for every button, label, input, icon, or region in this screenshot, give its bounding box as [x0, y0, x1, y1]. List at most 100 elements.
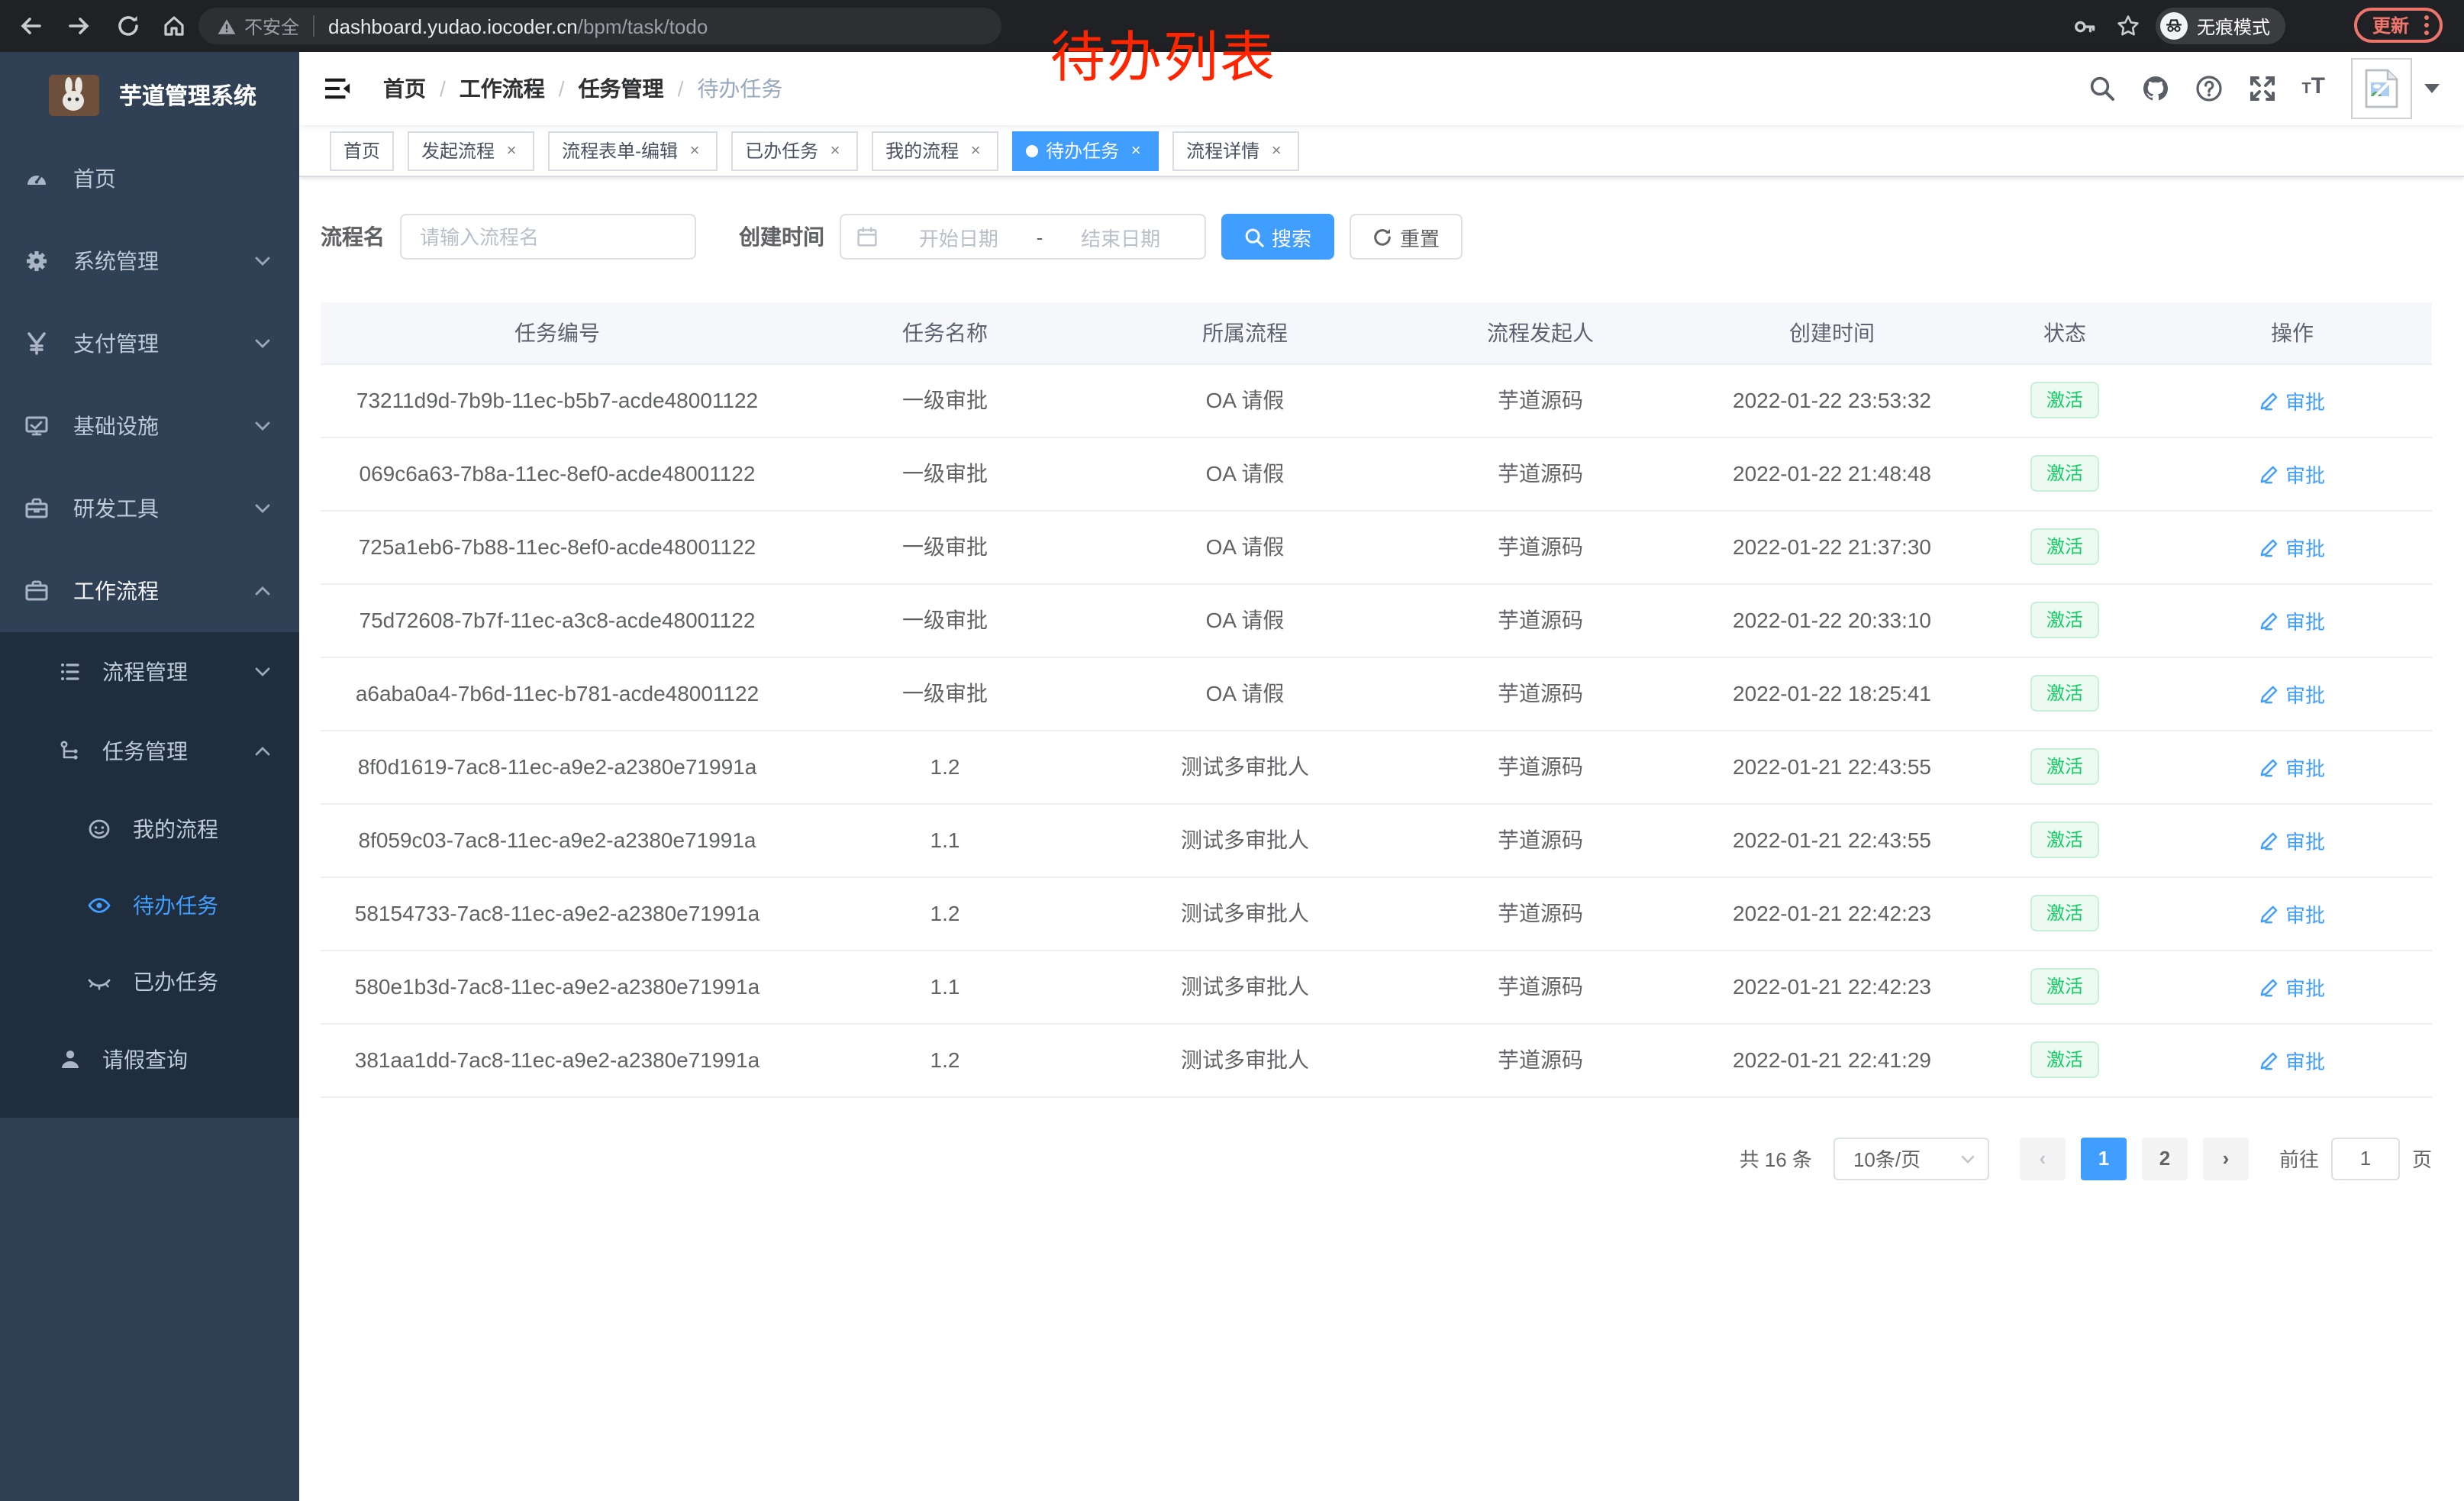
url-path[interactable]: /bpm/task/todo [577, 15, 708, 37]
forward-icon[interactable] [67, 14, 92, 38]
breadcrumb-workflow[interactable]: 工作流程 [459, 76, 545, 101]
close-icon[interactable]: × [1271, 141, 1282, 160]
approve-link[interactable]: 审批 [2259, 899, 2325, 928]
chevron-down-icon [255, 667, 270, 676]
tab-start-process[interactable]: 发起流程 × [408, 131, 535, 170]
cell-task-id: 381aa1dd-7ac8-11ec-a9e2-a2380e71991a [321, 1023, 794, 1097]
app-logo-row[interactable]: 芋道管理系统 [0, 52, 299, 137]
sidebar-item-todo-tasks[interactable]: 待办任务 [0, 867, 299, 944]
tags-view-bar: 首页 发起流程 × 流程表单-编辑 × 已办任务 × 我的流程 × 待办任务 × 流程详情… [299, 125, 2464, 177]
next-page-button[interactable]: › [2202, 1137, 2249, 1180]
address-bar[interactable]: 不安全 dashboard.yudao.iocoder.cn /bpm/task… [198, 8, 1001, 44]
prev-page-button[interactable]: ‹ [2019, 1137, 2066, 1180]
tab-my-process[interactable]: 我的流程 × [872, 131, 999, 170]
approve-link[interactable]: 审批 [2259, 386, 2325, 415]
sidebar-item-process-mgmt[interactable]: 流程管理 [0, 632, 299, 712]
help-icon[interactable] [2195, 75, 2222, 102]
start-date-placeholder[interactable]: 开始日期 [918, 227, 998, 250]
col-status: 状态 [1977, 302, 2153, 364]
table-row[interactable]: 8f059c03-7ac8-11ec-a9e2-a2380e71991a 1.1… [321, 803, 2432, 877]
github-icon[interactable] [2141, 75, 2169, 102]
sidebar-item-payment[interactable]: 支付管理 [0, 302, 299, 385]
approve-link[interactable]: 审批 [2259, 972, 2325, 1001]
update-button[interactable]: 更新 [2354, 8, 2443, 43]
cell-starter: 芋道源码 [1394, 803, 1687, 877]
table-row[interactable]: 580e1b3d-7ac8-11ec-a9e2-a2380e71991a 1.1… [321, 950, 2432, 1024]
page-size-select[interactable]: 10条/页 [1833, 1137, 1989, 1180]
more-dots-icon[interactable] [2424, 15, 2430, 35]
table-row[interactable]: 381aa1dd-7ac8-11ec-a9e2-a2380e71991a 1.2… [321, 1023, 2432, 1097]
close-icon[interactable]: × [830, 141, 840, 160]
sidebar-item-done-tasks[interactable]: 已办任务 [0, 944, 299, 1020]
table-row[interactable]: 8f0d1619-7ac8-11ec-a9e2-a2380e71991a 1.2… [321, 730, 2432, 804]
col-starter: 流程发起人 [1394, 302, 1687, 364]
cell-task-name: 一级审批 [794, 437, 1096, 511]
goto-label: 前往 [2279, 1148, 2319, 1171]
reload-icon[interactable] [116, 14, 140, 38]
approve-link[interactable]: 审批 [2259, 1045, 2325, 1074]
address-separator [313, 15, 315, 37]
key-icon[interactable] [2073, 15, 2096, 38]
edit-icon [2260, 905, 2278, 923]
avatar-caret-icon[interactable] [2424, 84, 2440, 93]
table-row[interactable]: 725a1eb6-7b88-11ec-8ef0-acde48001122 一级审… [321, 510, 2432, 584]
sidebar-item-workflow[interactable]: 工作流程 [0, 550, 299, 632]
incognito-badge[interactable]: 无痕模式 [2156, 8, 2286, 44]
url-host[interactable]: dashboard.yudao.iocoder.cn [328, 15, 578, 37]
sidebar-item-devtools[interactable]: 研发工具 [0, 467, 299, 550]
table-row[interactable]: a6aba0a4-7b6d-11ec-b781-acde48001122 一级审… [321, 657, 2432, 731]
cell-create-time: 2022-01-21 22:42:23 [1687, 950, 1977, 1024]
page-button-1[interactable]: 1 [2080, 1137, 2127, 1180]
process-name-input[interactable] [400, 214, 696, 260]
table-row[interactable]: 73211d9d-7b9b-11ec-b5b7-acde48001122 一级审… [321, 363, 2432, 437]
reset-button[interactable]: 重置 [1350, 214, 1463, 260]
approve-link[interactable]: 审批 [2259, 459, 2325, 488]
sidebar-item-leave-query[interactable]: 请假查询 [0, 1020, 299, 1099]
close-icon[interactable]: × [970, 141, 981, 160]
tab-done-tasks[interactable]: 已办任务 × [731, 131, 859, 170]
sidebar-item-infra[interactable]: 基础设施 [0, 385, 299, 467]
search-icon[interactable] [2088, 75, 2115, 102]
approve-link[interactable]: 审批 [2259, 532, 2325, 561]
back-icon[interactable] [18, 14, 43, 38]
fullscreen-icon[interactable] [2248, 75, 2275, 102]
goto-page-input[interactable] [2330, 1137, 2400, 1180]
cell-task-id: 725a1eb6-7b88-11ec-8ef0-acde48001122 [321, 510, 794, 584]
tab-process-detail[interactable]: 流程详情 × [1172, 131, 1300, 170]
close-icon[interactable]: × [689, 141, 700, 160]
cell-task-id: 73211d9d-7b9b-11ec-b5b7-acde48001122 [321, 363, 794, 437]
approve-link[interactable]: 审批 [2259, 679, 2325, 708]
security-label[interactable]: 不安全 [244, 16, 300, 37]
tab-form-edit[interactable]: 流程表单-编辑 × [548, 131, 718, 170]
breadcrumb-home[interactable]: 首页 [383, 76, 426, 101]
sidebar-item-system[interactable]: 系统管理 [0, 220, 299, 302]
page-button-2[interactable]: 2 [2141, 1137, 2188, 1180]
close-icon[interactable]: × [506, 141, 517, 160]
tab-todo-tasks[interactable]: 待办任务 × [1012, 131, 1159, 170]
avatar[interactable] [2351, 58, 2412, 119]
tab-home[interactable]: 首页 [330, 131, 395, 170]
sidebar-item-home[interactable]: 首页 [0, 137, 299, 220]
end-date-placeholder[interactable]: 结束日期 [1081, 227, 1161, 250]
date-range-input[interactable]: 开始日期 - 结束日期 [840, 214, 1206, 260]
top-navbar: 首页 / 工作流程 / 任务管理 / 待办任务 TT [299, 52, 2464, 125]
breadcrumb-task-mgmt[interactable]: 任务管理 [578, 76, 664, 101]
close-icon[interactable]: × [1130, 141, 1141, 160]
cell-starter: 芋道源码 [1394, 510, 1687, 584]
approve-link[interactable]: 审批 [2259, 825, 2325, 854]
table-row[interactable]: 75d72608-7b7f-11ec-a3c8-acde48001122 一级审… [321, 583, 2432, 657]
sidebar-item-my-process[interactable]: 我的流程 [0, 791, 299, 867]
search-button[interactable]: 搜索 [1221, 214, 1335, 260]
font-size-icon[interactable]: TT [2301, 73, 2325, 99]
table-row[interactable]: 069c6a63-7b8a-11ec-8ef0-acde48001122 一级审… [321, 437, 2432, 511]
todo-task-table: 任务编号 任务名称 所属流程 流程发起人 创建时间 状态 操作 73211d9d… [321, 302, 2432, 1097]
hamburger-icon[interactable] [325, 76, 351, 101]
approve-link[interactable]: 审批 [2259, 605, 2325, 634]
cell-create-time: 2022-01-22 20:33:10 [1687, 583, 1977, 657]
sidebar-item-task-mgmt[interactable]: 任务管理 [0, 712, 299, 791]
home-icon[interactable] [162, 14, 186, 38]
warning-icon [218, 18, 236, 34]
approve-link[interactable]: 审批 [2259, 752, 2325, 781]
table-row[interactable]: 58154733-7ac8-11ec-a9e2-a2380e71991a 1.2… [321, 876, 2432, 951]
star-icon[interactable] [2116, 14, 2140, 38]
